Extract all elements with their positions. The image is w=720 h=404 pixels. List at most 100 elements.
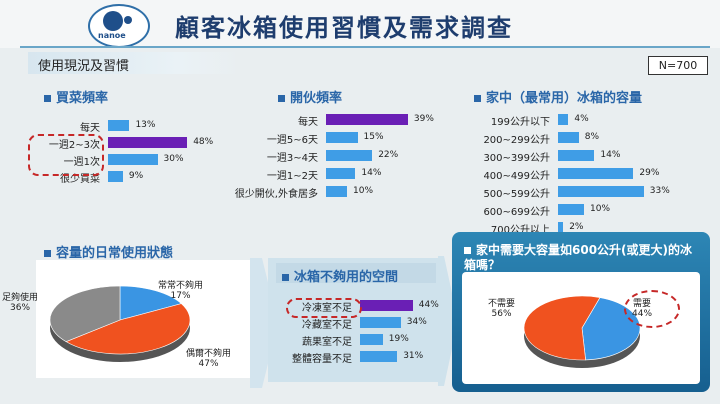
logo-text: nanoe [98, 31, 126, 40]
pie-slice-value: 47% [198, 359, 219, 369]
bar-value-label: 2% [569, 222, 584, 232]
bullet-square-icon [278, 95, 285, 102]
bar [326, 168, 356, 179]
bar-value-label: 33% [649, 186, 670, 196]
section-band [28, 52, 242, 74]
pie-slice-name: 常常不夠用 [158, 281, 204, 291]
bar-category-label: 300~399公升 [483, 153, 550, 164]
bar-value-label: 19% [388, 334, 409, 344]
bullet-square-icon [44, 250, 51, 257]
bar-value-label: 4% [574, 114, 589, 124]
bar [326, 186, 347, 197]
pie-slice-value: 56% [491, 309, 512, 319]
pie-slice-name: 不需要 [488, 299, 516, 309]
title-divider [20, 46, 710, 48]
bar-value-label: 31% [403, 351, 424, 361]
bar-value-label: 39% [413, 114, 434, 124]
bar-value-label: 9% [128, 171, 144, 181]
bar-category-label: 199公升以下 [490, 117, 550, 128]
bar-value-label: 14% [600, 150, 621, 160]
pie-slice-label: 常常不夠用 17% [158, 278, 203, 301]
pie-slice-label: 偶爾不夠用 47% [186, 346, 231, 369]
pie-slice [523, 295, 601, 361]
bar-category-label: 一週1次 [63, 157, 100, 168]
pie-slice-label: 足夠使用 36% [2, 290, 38, 313]
pie-chart-usage-status [49, 285, 191, 362]
pie-slice [65, 303, 191, 355]
chart-title-text: 買菜頻率 [56, 91, 109, 106]
bar-value-label: 48% [193, 137, 214, 147]
bar-category-label: 一週3~4天 [266, 153, 318, 164]
flow-arrow-icon [438, 256, 458, 386]
chart-title-cooking: 開伙頻率 [278, 87, 342, 106]
page-title: 顧客冰箱使用習慣及需求調查 [175, 14, 513, 42]
bar-category-label: 每天 [298, 117, 318, 128]
bar-value-label: 34% [406, 317, 427, 327]
bar-value-label: 30% [163, 154, 184, 164]
bar-category-label: 蔬果室不足 [302, 337, 352, 348]
pie-slice-label: 不需要 56% [488, 296, 515, 319]
pie-chart-large-capacity [523, 295, 641, 368]
chart-title-text: 冰箱不夠用的空間 [294, 270, 399, 285]
highlight-oval [624, 290, 680, 328]
bar-category-label: 冷藏室不足 [302, 320, 352, 331]
highlight-oval [286, 298, 362, 318]
pie-slice [119, 285, 182, 321]
bar [108, 137, 188, 148]
bar-value-label: 8% [584, 132, 600, 142]
bar [326, 150, 373, 161]
sample-size-badge: N=700 [648, 56, 708, 75]
bullet-square-icon [282, 274, 289, 281]
bar [558, 186, 644, 197]
bar [326, 114, 408, 125]
logo-dot-icon [103, 11, 123, 31]
bar-value-label: 15% [363, 132, 384, 142]
bar-value-label: 44% [418, 300, 439, 310]
bar-category-label: 一週2~3次 [48, 140, 100, 151]
chart-title-text: 開伙頻率 [290, 91, 343, 106]
chart-title-usage: 容量的日常使用狀態 [44, 242, 173, 261]
pie-slice-name: 足夠使用 [2, 293, 39, 303]
bar-category-label: 一週1~2天 [266, 171, 318, 182]
chart-title-shopping: 買菜頻率 [44, 87, 108, 106]
highlight-oval [28, 134, 104, 176]
bar [360, 351, 398, 362]
bar [108, 171, 123, 182]
bar [326, 132, 358, 143]
bar-value-label: 10% [590, 204, 611, 214]
bar-value-label: 22% [378, 150, 399, 160]
bar-value-label: 10% [353, 186, 374, 196]
bar-category-label: 冷凍室不足 [302, 303, 352, 314]
bar [558, 168, 634, 179]
bar [558, 204, 584, 215]
flow-arrow-icon [250, 258, 278, 388]
bar-category-label: 每天 [80, 123, 100, 134]
chart-title-text: 家中需要大容量如600公升(或更大)的冰箱嗎？ [464, 243, 693, 272]
bar [558, 114, 569, 125]
bar-value-label: 14% [361, 168, 382, 178]
bar-category-label: 700公升以上 [490, 225, 550, 236]
bar-category-label: 一週5~6天 [266, 135, 318, 146]
bar [360, 334, 383, 345]
logo-small-dot-icon [124, 16, 132, 24]
bullet-square-icon [44, 95, 51, 102]
bar [108, 154, 158, 165]
bullet-square-icon [474, 95, 481, 102]
bar [558, 222, 564, 233]
chart-title-capacity: 家中（最常用）冰箱的容量 [474, 87, 642, 106]
bar-category-label: 500~599公升 [483, 189, 550, 200]
pie-slice-name: 偶爾不夠用 [186, 349, 232, 359]
bar-category-label: 400~499公升 [483, 171, 550, 182]
bar-category-label: 很少買菜 [60, 174, 100, 185]
bar [558, 150, 595, 161]
chart-title-space: 冰箱不夠用的空間 [282, 266, 398, 285]
pie-slice-value: 36% [10, 303, 31, 313]
panel-title-band [276, 263, 436, 283]
bar-category-label: 整體容量不足 [292, 354, 352, 365]
bullet-square-icon [464, 247, 471, 254]
bar-category-label: 很少開伙,外食居多 [234, 189, 318, 200]
chart-title-text: 家中（最常用）冰箱的容量 [486, 91, 643, 106]
bar-category-label: 200~299公升 [483, 135, 550, 146]
bar [108, 120, 130, 131]
bar [360, 317, 401, 328]
